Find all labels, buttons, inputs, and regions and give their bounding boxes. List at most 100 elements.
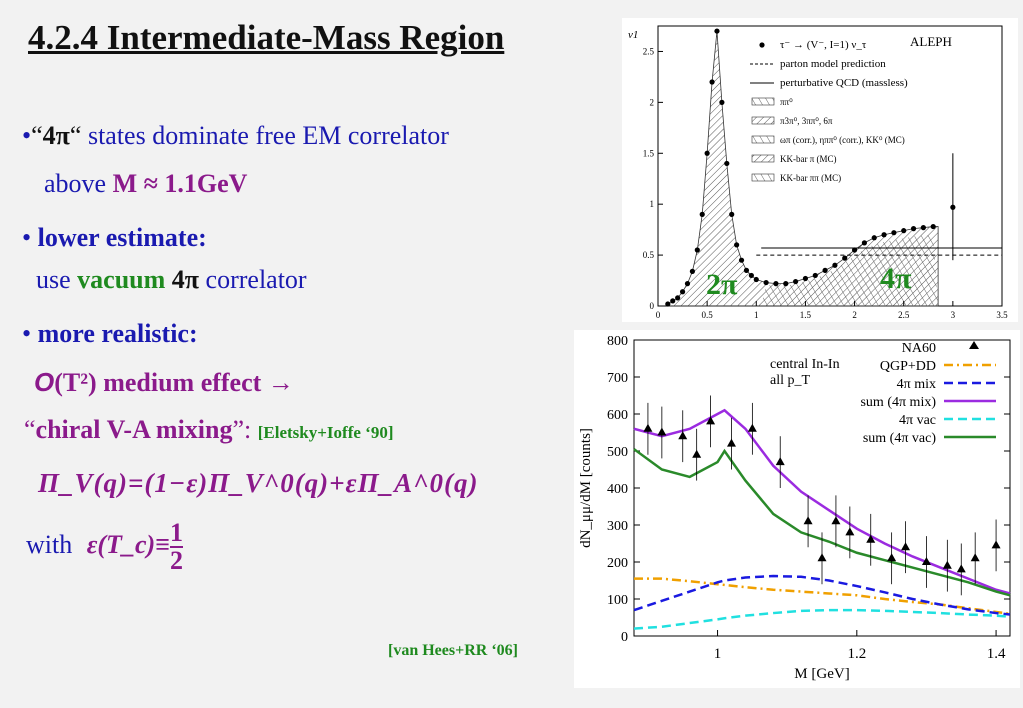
legend-symbol <box>751 135 775 144</box>
data-point <box>719 99 725 105</box>
legend-label: ππ⁰ <box>780 97 793 107</box>
data-point <box>866 534 876 543</box>
data-point <box>699 211 705 217</box>
data-point <box>793 278 799 285</box>
data-point <box>942 560 952 569</box>
data-point <box>689 268 695 274</box>
data-point <box>845 527 855 536</box>
x-tick-label: 1 <box>714 646 722 662</box>
legend-label: QGP+DD <box>880 359 936 374</box>
y-tick-label: 1.5 <box>643 148 655 158</box>
mixing-formula: Π_V(q)=(1−ε)Π_V^0(q)+εΠ_A^0(q) <box>38 468 479 498</box>
y-tick-label: 500 <box>607 445 628 460</box>
data-point <box>692 449 702 458</box>
bullet-dot: • <box>22 223 32 252</box>
data-point <box>726 438 736 447</box>
data-point <box>775 457 785 466</box>
data-point <box>657 427 667 436</box>
y-tick-label: 800 <box>607 334 628 349</box>
data-point <box>729 211 735 217</box>
data-point <box>724 160 730 167</box>
legend-label: π3π⁰, 3ππ⁰, 6π <box>780 116 833 126</box>
annotation-line2: all p_T <box>770 373 810 388</box>
bullet-1-above: above <box>44 169 113 198</box>
bullet-1-line2: above M ≈ 1.1GeV <box>44 168 247 200</box>
data-point <box>709 79 715 85</box>
bullet-1-text: states dominate free EM correlator <box>81 121 449 150</box>
series-line <box>633 408 1011 595</box>
use-label: use <box>36 265 78 294</box>
legend-label: τ⁻ → (V⁻, I=1) ν_τ <box>780 39 867 51</box>
fraction-denominator: 2 <box>169 546 183 575</box>
data-point <box>970 553 980 562</box>
y-tick-label: 100 <box>607 593 628 608</box>
data-point <box>851 247 858 253</box>
four-pi-label: 4π <box>42 121 70 150</box>
temperature-squared: (T²) <box>54 368 97 397</box>
data-point <box>748 272 754 279</box>
fraction-numerator: 1 <box>169 518 183 548</box>
data-point <box>842 255 848 261</box>
x-tick-label: 1.4 <box>987 646 1006 662</box>
x-tick-label: 3.5 <box>996 310 1008 320</box>
data-point <box>773 281 779 287</box>
correlator-label: correlator <box>199 265 307 294</box>
experiment-label: ALEPH <box>910 34 952 49</box>
series-line <box>633 448 1011 597</box>
legend-symbol <box>759 42 765 48</box>
y-tick-label: 700 <box>607 371 628 386</box>
y-tick-label: 0.5 <box>643 250 655 260</box>
y-tick-label: 200 <box>607 556 628 571</box>
data-point <box>822 267 828 273</box>
data-point <box>675 295 681 301</box>
data-point <box>956 564 966 573</box>
data-point <box>832 262 838 268</box>
with-line: with ε(T_c)≡ 1 2 <box>26 520 183 574</box>
data-point <box>901 228 907 234</box>
legend-label: perturbative QCD (massless) <box>780 77 908 89</box>
data-point <box>738 257 745 263</box>
four-pi-hatched-area <box>761 234 939 306</box>
data-point <box>991 540 1001 549</box>
bullet-1: •“4π“ states dominate free EM correlator <box>22 120 449 152</box>
data-point <box>921 557 931 565</box>
chiral-mixing-label: chiral V-A mixing <box>35 415 233 444</box>
legend-label: 4π vac <box>899 413 936 428</box>
order-symbol: O <box>34 367 55 397</box>
x-tick-label: 0.5 <box>702 310 714 320</box>
na60-dimuon-chart: 0 100 200 300 400 500 600 700 800 1 1.2 1.4 M [GeV] d… <box>574 330 1020 688</box>
epsilon-label: ε(T_c)≡ <box>86 529 170 559</box>
data-point <box>694 247 700 253</box>
y-tick-label: 1 <box>650 199 655 209</box>
data-point <box>753 276 759 283</box>
x-tick-label: 3 <box>951 310 956 320</box>
data-point <box>871 235 877 241</box>
x-tick-label: 1.2 <box>847 646 866 662</box>
aleph-spectral-chart: 0 0.5 1 1.5 2 2.5 3 3.5 0 0.5 1 1.5 2 2.5 v1 ALEPH τ⁻ → … <box>622 18 1018 322</box>
legend-label: KK-bar ππ (MC) <box>780 173 841 183</box>
data-point <box>887 553 897 562</box>
legend-symbol <box>751 116 775 125</box>
data-point <box>678 431 688 440</box>
vacuum-label: vacuum <box>77 265 166 294</box>
bullet-3-line2: O(T²) medium effect → <box>34 366 294 399</box>
eletsky-ioffe-reference: [Eletsky+Ioffe ‘90] <box>257 423 394 442</box>
data-point <box>831 516 841 525</box>
bullet-dot: • <box>22 319 32 348</box>
series-line <box>633 574 1011 616</box>
mass-threshold: M ≈ 1.1GeV <box>112 169 248 198</box>
legend-label: parton model prediction <box>780 58 886 70</box>
bullet-2-heading: lower estimate: <box>37 223 207 252</box>
data-point <box>891 230 897 236</box>
y-tick-label: 0 <box>621 630 628 645</box>
legend-label: 4π mix <box>897 377 936 392</box>
open-quote: “ <box>31 121 43 150</box>
bullet-3-heading: more realistic: <box>37 319 198 348</box>
data-point <box>861 240 867 246</box>
legend-symbol <box>751 154 775 163</box>
y-tick-label: 2.5 <box>643 46 655 56</box>
with-label: with <box>26 529 73 559</box>
data-point <box>684 281 691 287</box>
legend-label: KK-bar π (MC) <box>780 154 837 164</box>
